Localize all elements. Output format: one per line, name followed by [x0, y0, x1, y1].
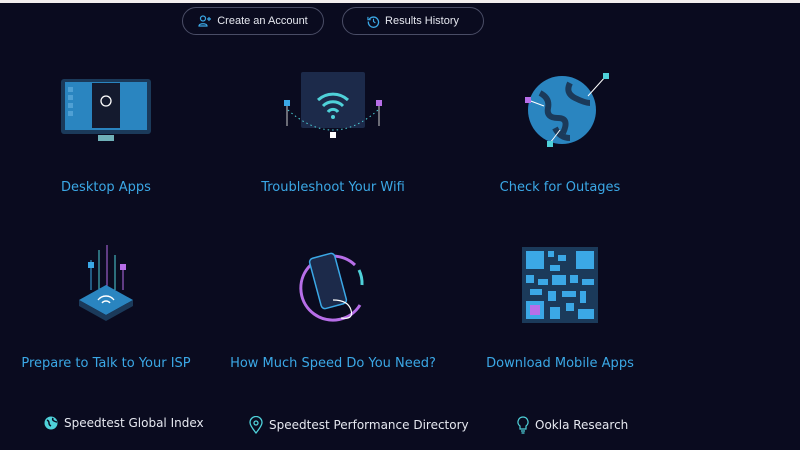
isp-router-icon [79, 245, 133, 321]
tile-label: Prepare to Talk to Your ISP [21, 356, 191, 371]
qr-code-icon [522, 247, 598, 323]
tile-prepare-isp[interactable]: Prepare to Talk to Your ISP [0, 240, 216, 380]
create-account-button[interactable]: Create an Account [182, 7, 324, 35]
tile-label: Desktop Apps [61, 180, 151, 195]
tile-desktop-apps[interactable]: Desktop Apps [0, 60, 216, 200]
results-history-button[interactable]: Results History [342, 7, 484, 35]
global-index-label: Speedtest Global Index [64, 416, 204, 430]
tile-label: Download Mobile Apps [486, 356, 634, 371]
ookla-research-link[interactable]: Ookla Research [517, 416, 628, 434]
tile-check-outages[interactable]: Check for Outages [450, 60, 670, 200]
history-icon [367, 15, 380, 28]
performance-directory-label: Speedtest Performance Directory [269, 418, 469, 432]
phone-speed-icon [299, 252, 364, 322]
tile-label: Troubleshoot Your Wifi [261, 180, 405, 195]
ookla-research-label: Ookla Research [535, 418, 629, 432]
desktop-monitor-icon [61, 79, 151, 141]
add-user-icon [198, 15, 212, 27]
globe-network-icon [525, 73, 609, 147]
tile-download-mobile-apps[interactable]: Download Mobile Apps [450, 240, 670, 380]
top-strip [0, 0, 800, 3]
wifi-router-icon [284, 72, 382, 138]
location-pin-icon [249, 416, 263, 434]
results-history-label: Results History [385, 15, 459, 27]
tile-label: Check for Outages [499, 180, 621, 195]
create-account-label: Create an Account [217, 15, 308, 27]
performance-directory-link[interactable]: Speedtest Performance Directory [249, 416, 469, 434]
tile-speed-needed[interactable]: How Much Speed Do You Need? [223, 240, 443, 380]
globe-icon [44, 416, 58, 430]
lightbulb-icon [517, 416, 529, 434]
tile-troubleshoot-wifi[interactable]: Troubleshoot Your Wifi [223, 60, 443, 200]
global-index-link[interactable]: Speedtest Global Index [44, 416, 204, 430]
tile-label: How Much Speed Do You Need? [230, 356, 436, 371]
